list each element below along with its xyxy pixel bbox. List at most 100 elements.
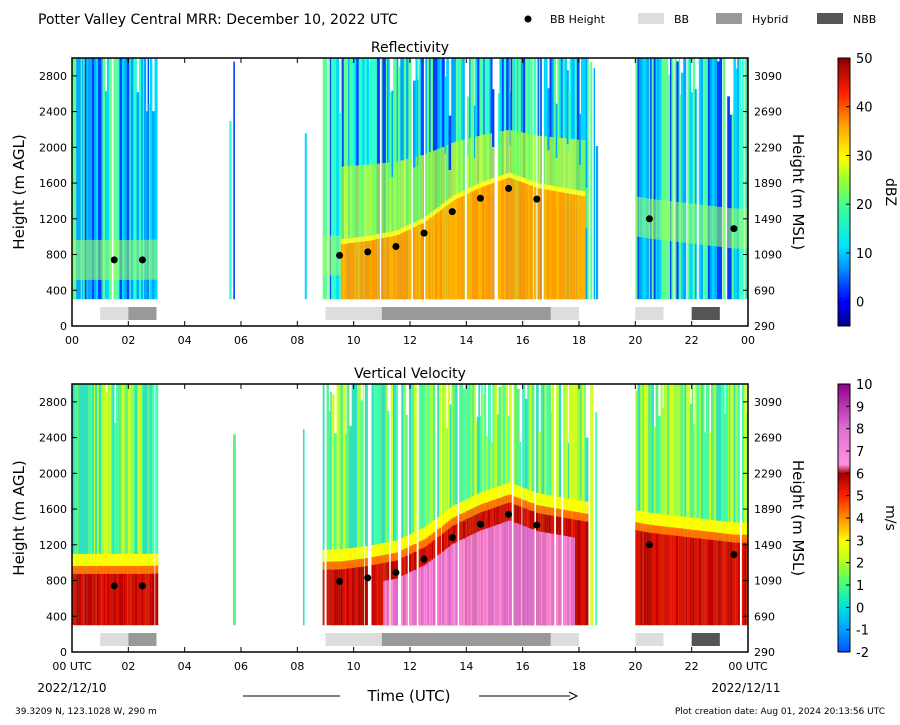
velocity-column <box>349 548 353 563</box>
echo-column <box>474 189 476 300</box>
echo-column <box>388 235 390 300</box>
echo-column <box>437 148 441 224</box>
velocity-column <box>145 573 148 626</box>
velocity-column <box>550 507 552 517</box>
echo-column <box>477 187 480 300</box>
velocity-column <box>529 502 532 512</box>
velocity-column <box>504 495 506 505</box>
x-tick-label: 12 <box>403 334 417 347</box>
velocity-column <box>729 534 731 544</box>
velocity-column <box>685 537 688 626</box>
echo-column <box>354 165 357 254</box>
velocity-column <box>111 384 114 626</box>
velocity-column <box>94 384 96 626</box>
x-tick-label: 06 <box>234 660 248 673</box>
echo-column <box>497 180 500 300</box>
echo-column <box>674 201 677 242</box>
velocity-column <box>548 507 551 517</box>
velocity-column <box>711 519 715 534</box>
bright-band <box>376 234 379 240</box>
velocity-column <box>527 489 529 504</box>
bright-band <box>553 186 557 192</box>
bb-height-point <box>336 251 344 259</box>
velocity-column <box>421 384 424 626</box>
echo-column <box>417 165 419 237</box>
bright-band <box>412 222 416 228</box>
echo-column <box>483 185 485 300</box>
velocity-column <box>322 384 325 626</box>
y-tick-label: 1600 <box>39 503 67 516</box>
echo-column <box>700 204 704 245</box>
velocity-column <box>655 513 659 528</box>
bright-band <box>426 214 430 220</box>
echo-column <box>104 91 108 300</box>
velocity-column <box>585 501 589 516</box>
x-tick-label: 12 <box>403 660 417 673</box>
velocity-column <box>114 565 117 575</box>
velocity-column <box>99 573 102 626</box>
echo-column <box>520 132 524 194</box>
velocity-column <box>360 558 364 568</box>
velocity-column <box>340 384 344 626</box>
velocity-column <box>516 497 520 507</box>
velocity-column <box>387 542 390 557</box>
velocity-column <box>558 508 562 518</box>
velocity-column <box>330 391 332 626</box>
velocity-column <box>673 527 677 537</box>
velocity-column <box>662 514 664 529</box>
bright-band <box>469 187 471 193</box>
velocity-column <box>683 536 685 626</box>
velocity-column <box>452 517 456 527</box>
velocity-column <box>112 384 115 626</box>
echo-column <box>593 68 596 300</box>
velocity-column <box>338 549 341 564</box>
velocity-column <box>502 522 505 626</box>
velocity-column <box>135 573 138 626</box>
velocity-column <box>698 384 702 626</box>
bright-band <box>499 175 503 181</box>
velocity-column <box>569 498 572 513</box>
echo-column <box>364 164 368 253</box>
echo-column <box>134 58 137 300</box>
echo-column <box>566 144 569 205</box>
bright-band <box>448 198 452 204</box>
velocity-column <box>648 512 652 527</box>
velocity-column <box>490 526 493 626</box>
velocity-column <box>746 411 748 626</box>
velocity-column <box>542 506 545 516</box>
colorbar-tick-label: 10 <box>856 247 873 262</box>
echo-column <box>719 206 723 247</box>
x-tick-label: 16 <box>516 660 530 673</box>
velocity-column <box>502 484 505 499</box>
velocity-column <box>663 526 666 536</box>
bright-band <box>349 238 351 244</box>
velocity-column <box>698 538 702 626</box>
velocity-column <box>694 518 697 533</box>
velocity-column <box>476 493 479 508</box>
velocity-column <box>696 530 700 540</box>
echo-column <box>80 239 83 280</box>
velocity-column <box>76 565 80 575</box>
velocity-column <box>109 553 112 568</box>
colorbar-label: m/s <box>882 505 898 531</box>
echo-column <box>671 201 674 242</box>
panel-title: Vertical Velocity <box>354 366 466 382</box>
velocity-column <box>145 553 148 568</box>
velocity-column <box>139 384 142 626</box>
velocity-column <box>447 384 451 626</box>
bb-height-point <box>645 541 653 549</box>
velocity-column <box>558 496 562 511</box>
velocity-column <box>141 553 144 568</box>
echo-column <box>576 194 580 300</box>
velocity-column <box>741 534 745 544</box>
echo-column <box>678 58 681 300</box>
velocity-column <box>565 510 569 520</box>
velocity-column <box>646 512 649 527</box>
velocity-column <box>151 384 155 626</box>
velocity-column <box>584 501 586 516</box>
echo-column <box>689 58 691 300</box>
velocity-column <box>643 511 647 526</box>
echo-column <box>727 207 730 248</box>
velocity-column <box>467 536 470 626</box>
